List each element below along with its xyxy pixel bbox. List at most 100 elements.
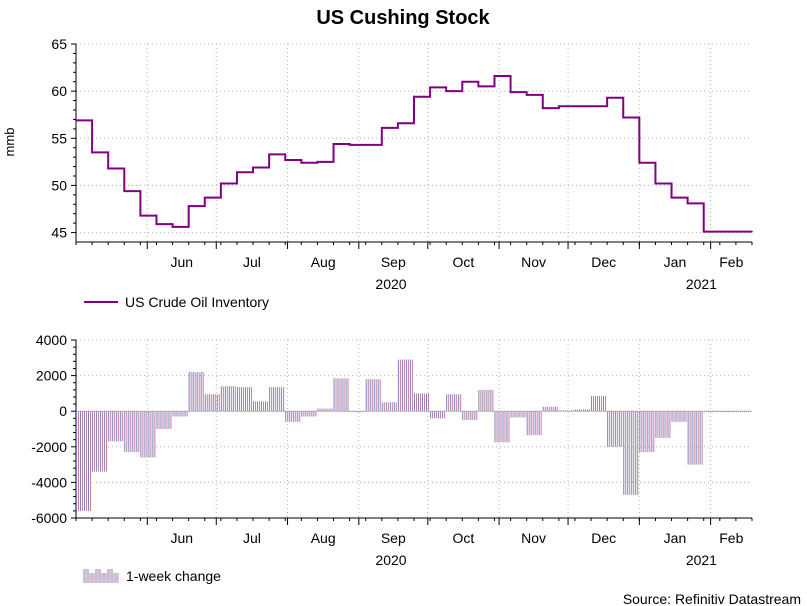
change-bar — [542, 406, 558, 412]
top-y-axis-label: mmb — [2, 128, 17, 157]
inventory-point — [252, 166, 254, 169]
change-bar — [607, 411, 623, 447]
change-bar — [92, 411, 108, 472]
change-bar — [188, 372, 204, 412]
change-bar — [414, 393, 429, 412]
inventory-point — [686, 202, 689, 205]
top-y-tick-label: 65 — [51, 36, 67, 52]
change-bar — [623, 411, 639, 495]
inventory-point — [397, 122, 399, 124]
change-bar — [671, 411, 687, 422]
top-y-tick-label: 60 — [51, 83, 67, 99]
change-bar — [430, 411, 446, 419]
top-year-label: 2021 — [686, 276, 717, 292]
top-year-label: 2020 — [375, 276, 406, 292]
change-bar — [108, 411, 124, 442]
bottom-month-label: Nov — [521, 530, 546, 546]
bottom-year-label: 2021 — [686, 552, 717, 568]
top-month-label: Oct — [453, 254, 475, 270]
inventory-point — [654, 182, 657, 185]
change-bar — [236, 387, 252, 412]
inventory-point — [606, 96, 608, 99]
source-note: Source: Refinitiv Datastream — [623, 591, 801, 606]
inventory-point — [332, 143, 335, 145]
change-bar — [510, 411, 526, 418]
change-bar — [397, 359, 413, 412]
top-y-tick-label: 45 — [51, 225, 67, 241]
change-bar — [687, 411, 703, 465]
change-bar — [140, 411, 156, 458]
bottom-y-tick-label: 0 — [59, 403, 67, 419]
inventory-point — [735, 230, 737, 233]
inventory-point — [429, 86, 431, 89]
change-bar — [220, 386, 236, 412]
inventory-point — [509, 91, 512, 93]
change-bar — [156, 411, 172, 429]
inventory-point — [171, 226, 174, 228]
change-bar — [317, 408, 333, 412]
inventory-point — [461, 80, 464, 83]
bottom-month-label: Jan — [664, 530, 687, 546]
inventory-point — [348, 144, 351, 146]
inventory-point — [75, 119, 77, 122]
inventory-point — [590, 105, 592, 108]
bottom-year-label: 2020 — [375, 552, 406, 568]
top-month-label: Jun — [170, 254, 193, 270]
inventory-point — [364, 144, 367, 146]
bottom-legend: 1-week change — [83, 568, 221, 584]
inventory-point — [381, 127, 383, 129]
inventory-point — [751, 230, 753, 233]
change-bar — [333, 378, 349, 412]
change-bar — [172, 411, 188, 417]
change-bar — [381, 402, 397, 412]
inventory-point — [670, 196, 673, 199]
inventory-point — [574, 105, 576, 108]
top-month-label: Jul — [243, 254, 261, 270]
change-bar — [655, 411, 671, 438]
change-bar — [478, 389, 494, 412]
bottom-bar-chart: -6000 -4000 -2000 0 2000 4000 Jun Jul Aug Sep Oct N… — [31, 332, 753, 568]
inventory-point — [445, 90, 447, 92]
change-bar — [76, 411, 91, 511]
top-legend: US Crude Oil Inventory — [84, 294, 269, 310]
inventory-point — [622, 116, 625, 119]
change-bar — [301, 411, 317, 417]
inventory-point — [220, 182, 222, 185]
bottom-month-label: Jul — [243, 530, 261, 546]
change-bar — [591, 396, 607, 412]
top-y-tick-label: 55 — [51, 130, 67, 146]
change-bar — [285, 411, 301, 422]
inventory-point — [107, 167, 109, 170]
change-bar — [462, 411, 478, 421]
change-bar — [494, 411, 510, 443]
top-month-label: Sep — [381, 254, 406, 270]
change-bar — [526, 411, 542, 436]
change-bar — [639, 411, 655, 453]
top-legend-label: US Crude Oil Inventory — [125, 294, 269, 310]
bottom-month-label: Jun — [170, 530, 193, 546]
inventory-point — [541, 107, 544, 109]
inventory-point — [638, 162, 641, 164]
change-bar — [446, 394, 462, 412]
inventory-point — [719, 230, 721, 233]
bottom-legend-swatch — [83, 569, 119, 583]
bottom-legend-label: 1-week change — [126, 568, 221, 584]
bottom-month-label: Aug — [311, 530, 336, 546]
inventory-point — [413, 96, 415, 98]
chart-title: US Cushing Stock — [316, 7, 490, 29]
change-bar — [365, 379, 381, 412]
inventory-point — [268, 153, 270, 156]
inventory-point — [702, 230, 705, 233]
inventory-point — [477, 85, 480, 88]
change-bar — [269, 387, 285, 412]
bottom-y-tick-label: -6000 — [31, 510, 67, 526]
bottom-y-tick-label: 4000 — [36, 332, 67, 348]
inventory-point — [493, 75, 496, 77]
inventory-point — [123, 190, 126, 192]
change-bar — [204, 394, 220, 412]
top-month-label: Feb — [719, 254, 743, 270]
inventory-point — [236, 171, 238, 174]
inventory-point — [91, 151, 93, 154]
inventory-line — [76, 75, 752, 233]
inventory-point — [203, 196, 206, 199]
